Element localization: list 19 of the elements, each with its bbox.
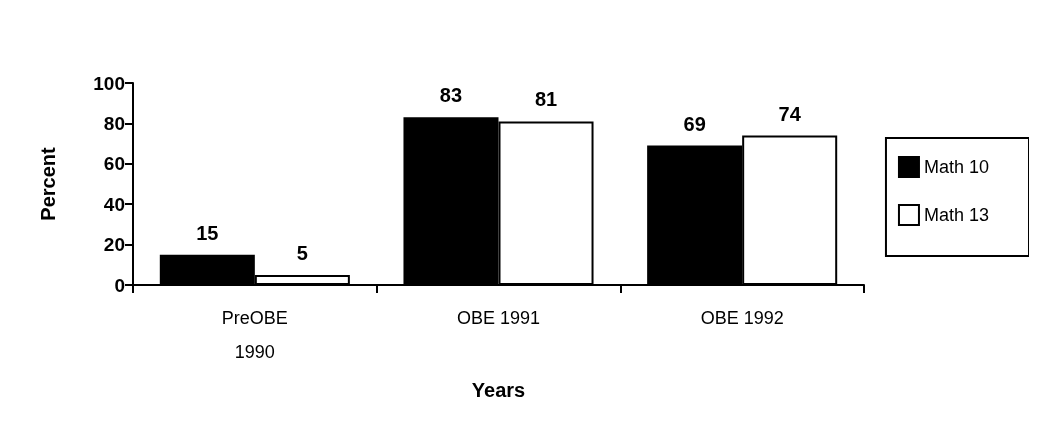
y-tick-label: 100: [93, 72, 125, 94]
y-tick-label: 60: [103, 153, 125, 175]
x-tick-label: OBE 1991: [456, 308, 541, 328]
data-label: 15: [196, 221, 219, 244]
y-tick-label: 80: [103, 112, 125, 134]
data-label: 74: [778, 102, 802, 125]
y-axis-title: Percent: [37, 146, 59, 221]
data-label: 5: [296, 241, 308, 264]
data-label: 69: [683, 112, 706, 135]
legend-label: Math 13: [923, 205, 990, 225]
x-tick-label: PreOBE 1990: [221, 308, 288, 362]
data-label: 81: [534, 88, 558, 111]
x-axis-title: Years: [471, 379, 526, 401]
y-tick-label: 0: [114, 274, 125, 296]
x-tick-label: OBE 1992: [700, 308, 784, 328]
data-label: 83: [439, 84, 463, 107]
y-tick-label: 20: [103, 234, 125, 256]
legend-label: Math 10: [923, 157, 990, 177]
y-tick-label: 40: [103, 193, 125, 215]
